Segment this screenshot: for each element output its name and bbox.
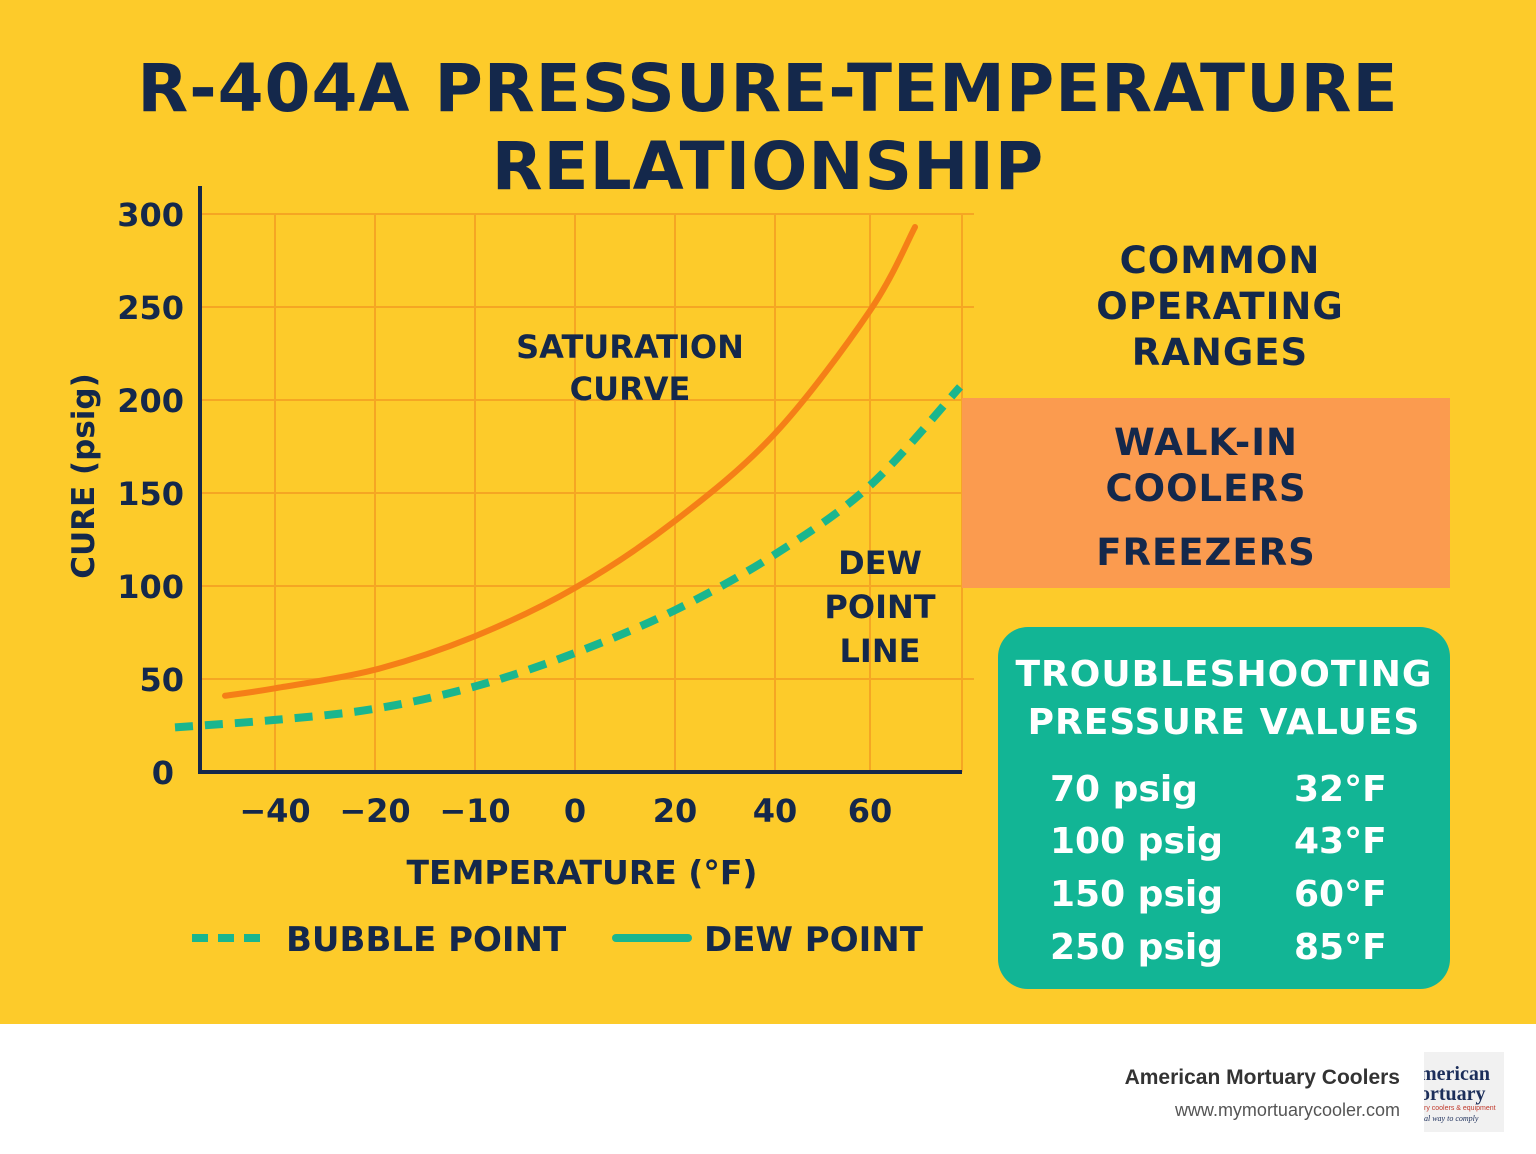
y-tick-label: 150 bbox=[117, 475, 184, 513]
pressure-value: 100 psig bbox=[1050, 821, 1223, 862]
x-tick-label: −10 bbox=[439, 792, 510, 830]
annotation-label: CURVE bbox=[570, 370, 691, 408]
x-tick-label: 20 bbox=[653, 792, 698, 830]
y-tick-label: 0 bbox=[152, 754, 174, 792]
temperature-value: 43°F bbox=[1294, 821, 1387, 862]
logo-text: ortuary bbox=[1424, 1083, 1486, 1105]
chart-title-line-2: RELATIONSHIP bbox=[491, 128, 1045, 205]
temperature-value: 60°F bbox=[1294, 874, 1387, 915]
pt-chart: 0 50 100 150 200 250 300 −40 −20 −10 0 20 40 60 CURE… bbox=[66, 186, 974, 960]
walk-in-line: COOLERS bbox=[1105, 467, 1307, 510]
x-tick-label: −40 bbox=[239, 792, 310, 830]
walk-in-coolers-label: WALK-IN COOLERS bbox=[962, 420, 1450, 512]
x-axis-label: TEMPERATURE (°F) bbox=[407, 853, 758, 892]
pressure-value: 150 psig bbox=[1050, 874, 1223, 915]
pressure-row: 250 psig 85°F bbox=[998, 927, 1450, 979]
annotation-label: DEW bbox=[838, 544, 922, 582]
troubleshooting-title-line: PRESSURE VALUES bbox=[1027, 702, 1421, 743]
freezers-label: FREEZERS bbox=[1096, 531, 1316, 574]
chart-series bbox=[174, 224, 963, 732]
legend-label: DEW POINT bbox=[704, 920, 924, 960]
y-axis-label: CURE (psig) bbox=[66, 373, 102, 579]
ranges-title-line: OPERATING bbox=[1096, 285, 1344, 328]
pressure-row: 100 psig 43°F bbox=[998, 821, 1450, 873]
x-tick-label: 0 bbox=[564, 792, 586, 830]
y-tick-label: 100 bbox=[117, 568, 184, 606]
annotation-label: LINE bbox=[840, 632, 921, 670]
walk-in-line: WALK-IN bbox=[1114, 421, 1298, 464]
chart-legend: BUBBLE POINT DEW POINT bbox=[192, 920, 924, 960]
temperature-value: 32°F bbox=[1294, 769, 1387, 810]
pressure-row: 150 psig 60°F bbox=[998, 874, 1450, 926]
x-tick-label: 40 bbox=[753, 792, 798, 830]
brand-name: American Mortuary Coolers bbox=[1124, 1066, 1400, 1089]
chart-title-line-1: R-404A PRESSURE-TEMPERATURE bbox=[137, 50, 1399, 127]
brand-logo: merican ortuary ry coolers & equipment a… bbox=[1424, 1052, 1504, 1132]
x-tick-label: 60 bbox=[848, 792, 893, 830]
operating-ranges-box bbox=[962, 398, 1450, 588]
pressure-value: 70 psig bbox=[1050, 769, 1198, 810]
y-tick-label: 200 bbox=[117, 382, 184, 420]
troubleshooting-title-line: TROUBLESHOOTING bbox=[1015, 654, 1433, 695]
temperature-value: 85°F bbox=[1294, 927, 1387, 968]
chart-axes bbox=[198, 186, 962, 774]
annotation-label: POINT bbox=[824, 588, 935, 626]
annotation-label: SATURATION bbox=[516, 328, 744, 366]
pressure-row: 70 psig 32°F bbox=[998, 769, 1450, 821]
legend-label: BUBBLE POINT bbox=[286, 920, 567, 960]
dew-point-dashed-line bbox=[174, 384, 963, 732]
troubleshooting-panel: TROUBLESHOOTING PRESSURE VALUES 70 psig … bbox=[998, 627, 1450, 989]
y-tick-label: 300 bbox=[117, 196, 184, 234]
pressure-value: 250 psig bbox=[1050, 927, 1223, 968]
x-tick-label: −20 bbox=[339, 792, 410, 830]
x-tick-labels: −40 −20 −10 0 20 40 60 bbox=[239, 792, 892, 830]
chart-annotations: SATURATION CURVE DEW POINT LINE bbox=[516, 328, 936, 670]
ranges-title-line: RANGES bbox=[1131, 331, 1309, 374]
operating-ranges-title: COMMON OPERATING RANGES bbox=[1060, 238, 1380, 376]
logo-text: al way to comply bbox=[1424, 1114, 1479, 1123]
saturation-curve-line bbox=[222, 224, 918, 699]
y-tick-labels: 0 50 100 150 200 250 300 bbox=[117, 196, 184, 792]
y-tick-label: 250 bbox=[117, 289, 184, 327]
logo-text: ry coolers & equipment bbox=[1424, 1105, 1496, 1112]
y-tick-label: 50 bbox=[139, 661, 184, 699]
poster-background: R-404A PRESSURE-TEMPERATURE RELATIONSHIP… bbox=[0, 0, 1536, 1024]
brand-url[interactable]: www.mymortuarycooler.com bbox=[1174, 1100, 1400, 1120]
logo-text: merican bbox=[1424, 1063, 1490, 1085]
troubleshooting-title: TROUBLESHOOTING PRESSURE VALUES bbox=[998, 651, 1450, 747]
ranges-title-line: COMMON bbox=[1119, 239, 1321, 282]
footer: American Mortuary Coolers www.mymortuary… bbox=[0, 1024, 1536, 1154]
